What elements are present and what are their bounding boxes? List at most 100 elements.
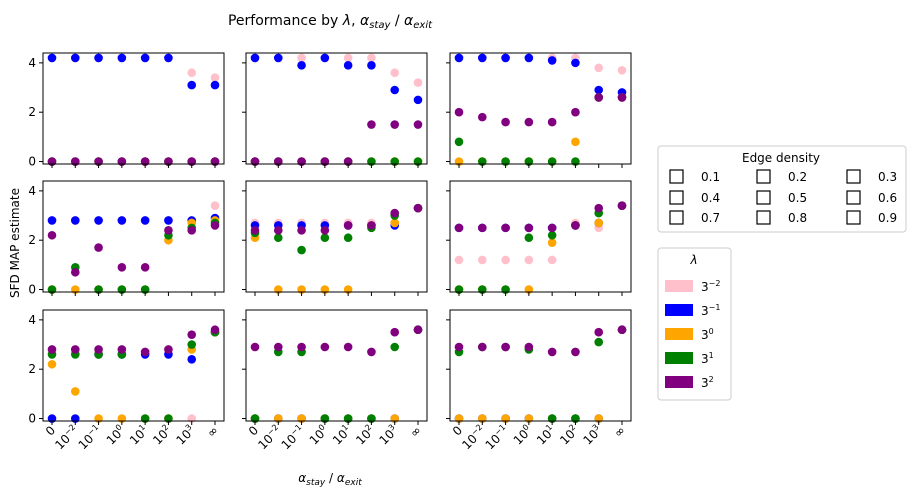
edge-density-entry: 0.5 <box>756 190 807 205</box>
point-3pow2-3 <box>117 345 127 354</box>
subplot-frame <box>42 180 225 293</box>
point-3pow2-7 <box>413 325 423 335</box>
x-tick-label: 10−1 <box>75 423 105 453</box>
square-marker-icon <box>756 210 771 225</box>
x-tick-label: 10−2 <box>255 423 285 453</box>
point-3pow-2-6 <box>187 68 197 78</box>
x-tick-label: 102 <box>353 423 378 448</box>
color-swatch <box>665 352 693 364</box>
point-3pow-1-3 <box>117 216 127 225</box>
point-3pow2-7 <box>413 203 423 213</box>
point-3pow-1-1 <box>273 53 283 63</box>
point-3pow2-6 <box>187 330 197 339</box>
point-3pow1-4 <box>547 230 557 240</box>
y-tick-label: 0 <box>28 412 36 426</box>
square-marker-icon <box>669 190 684 205</box>
square-marker-icon <box>669 210 684 225</box>
point-3pow-2-5 <box>367 53 376 63</box>
y-tick-label: 4 <box>28 313 36 327</box>
point-3pow-1-5 <box>571 58 580 68</box>
point-3pow-1-6 <box>187 80 197 90</box>
lambda-legend-title: λ <box>689 253 697 267</box>
point-3pow-1-6 <box>594 85 604 95</box>
x-tick-label: 101 <box>329 423 354 448</box>
point-3pow0-0 <box>47 359 57 369</box>
point-3pow-1-5 <box>164 216 173 225</box>
square-marker-icon <box>756 190 771 205</box>
point-3pow-1-4 <box>343 61 353 70</box>
point-3pow-2-7 <box>413 78 423 87</box>
subplot-r0-c0: 0 2 4 <box>28 52 225 169</box>
point-3pow2-0 <box>454 223 464 233</box>
y-tick-label: 4 <box>28 56 36 70</box>
edge-density-entry: 0.6 <box>846 190 897 205</box>
edge-density-label: 0.4 <box>701 191 720 205</box>
point-3pow-1-0 <box>47 216 57 225</box>
point-3pow-2-7 <box>210 201 220 210</box>
edge-density-entry: 0.4 <box>669 190 720 205</box>
figure-title: Performance by λ, αstay / αexit <box>228 13 433 31</box>
color-swatch <box>665 304 693 316</box>
point-3pow-2-2 <box>501 255 510 265</box>
point-3pow1-3 <box>320 233 330 243</box>
point-3pow2-3 <box>320 342 330 352</box>
point-3pow-2-1 <box>477 255 487 265</box>
point-3pow-1-1 <box>477 53 487 63</box>
point-3pow2-1 <box>477 223 487 233</box>
x-tick-label: ∞ <box>611 423 628 440</box>
point-3pow2-0 <box>250 226 260 235</box>
point-3pow1-6 <box>594 337 604 347</box>
subplot-frame <box>245 309 428 422</box>
point-3pow-1-3 <box>320 53 330 63</box>
point-3pow2-1 <box>70 267 80 277</box>
point-3pow2-7 <box>413 120 423 129</box>
x-tick-label: 103 <box>173 423 198 448</box>
point-3pow-1-3 <box>117 53 127 63</box>
edge-density-label: 0.9 <box>878 211 897 225</box>
point-3pow-2-7 <box>617 65 627 75</box>
point-3pow0-4 <box>547 238 557 247</box>
x-tick-label: ∞ <box>204 423 221 440</box>
x-axis-label: αstay / αexit <box>298 471 362 488</box>
x-tick-label: 102 <box>150 423 175 448</box>
point-3pow0-6 <box>390 218 400 228</box>
subplot-r2-c1: 010−210−1 100 101 102 103 ∞ <box>242 309 428 453</box>
x-tick-label: 100 <box>306 423 331 448</box>
point-3pow-1-4 <box>547 56 557 65</box>
subplot-frame <box>42 52 225 165</box>
edge-density-entry: 0.9 <box>846 210 897 225</box>
edge-density-label: 0.8 <box>788 211 807 225</box>
x-tick-label: 100 <box>103 423 128 448</box>
point-3pow2-1 <box>477 342 487 352</box>
point-3pow2-0 <box>250 342 260 352</box>
point-3pow-1-5 <box>164 53 173 63</box>
point-3pow0-1 <box>70 387 80 396</box>
point-3pow2-3 <box>524 342 534 352</box>
point-3pow-1-5 <box>367 61 376 70</box>
edge-density-label: 0.2 <box>788 170 807 184</box>
point-3pow-1-7 <box>413 95 423 105</box>
point-3pow2-4 <box>140 347 150 357</box>
point-3pow-1-6 <box>187 355 197 364</box>
point-3pow2-1 <box>70 345 80 354</box>
point-3pow-1-0 <box>250 53 260 63</box>
point-3pow2-6 <box>594 93 604 102</box>
point-3pow2-7 <box>210 325 220 335</box>
y-tick-label: 2 <box>28 233 36 247</box>
point-3pow2-4 <box>547 117 557 127</box>
point-3pow1-6 <box>390 342 400 352</box>
y-tick-label: 0 <box>28 283 36 297</box>
subplot-r1-c1 <box>242 180 428 296</box>
edge-density-label: 0.7 <box>701 211 720 225</box>
point-3pow2-5 <box>571 107 580 117</box>
square-marker-icon <box>846 169 861 184</box>
point-3pow-1-2 <box>94 216 103 225</box>
edge-density-legend-frame <box>657 145 907 233</box>
point-3pow2-7 <box>210 221 220 230</box>
point-3pow2-1 <box>273 226 283 235</box>
point-3pow-2-6 <box>594 63 604 73</box>
subplot-frame <box>245 180 428 293</box>
square-marker-icon <box>756 169 771 184</box>
y-tick-label: 2 <box>28 105 36 119</box>
